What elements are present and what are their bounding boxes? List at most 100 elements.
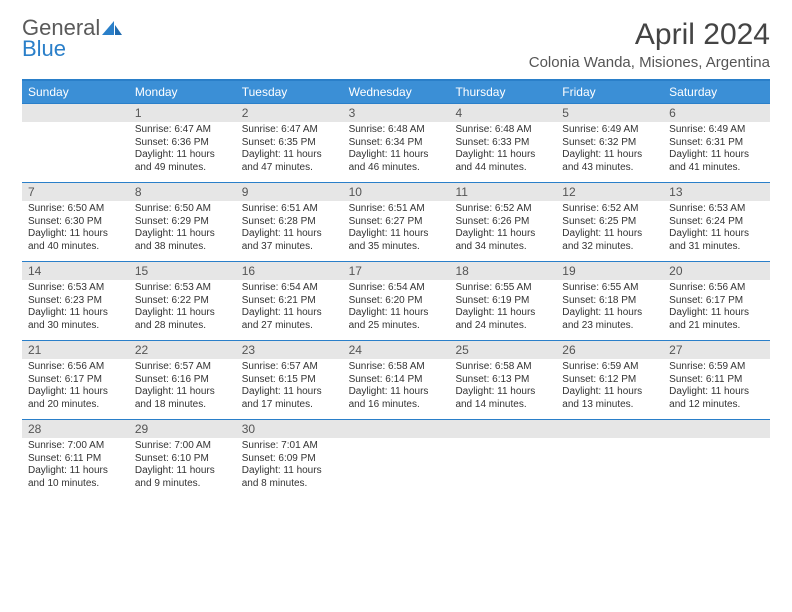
week-row: 28Sunrise: 7:00 AMSunset: 6:11 PMDayligh… xyxy=(22,419,770,498)
logo-text: General Blue xyxy=(22,18,122,60)
sunset-text: Sunset: 6:22 PM xyxy=(135,295,230,308)
day-body: Sunrise: 6:53 AMSunset: 6:22 PMDaylight:… xyxy=(129,280,236,336)
day-body: Sunrise: 6:48 AMSunset: 6:34 PMDaylight:… xyxy=(343,122,450,178)
day-cell: 8Sunrise: 6:50 AMSunset: 6:29 PMDaylight… xyxy=(129,183,236,261)
sunrise-text: Sunrise: 6:48 AM xyxy=(349,124,444,137)
day-cell: 28Sunrise: 7:00 AMSunset: 6:11 PMDayligh… xyxy=(22,420,129,498)
day-cell: 13Sunrise: 6:53 AMSunset: 6:24 PMDayligh… xyxy=(663,183,770,261)
daylight-text: Daylight: 11 hours and 38 minutes. xyxy=(135,228,230,253)
day-cell: 2Sunrise: 6:47 AMSunset: 6:35 PMDaylight… xyxy=(236,104,343,182)
day-body: Sunrise: 7:00 AMSunset: 6:11 PMDaylight:… xyxy=(22,438,129,494)
day-number: 21 xyxy=(22,341,129,359)
daylight-text: Daylight: 11 hours and 40 minutes. xyxy=(28,228,123,253)
sunset-text: Sunset: 6:27 PM xyxy=(349,216,444,229)
day-cell: 22Sunrise: 6:57 AMSunset: 6:16 PMDayligh… xyxy=(129,341,236,419)
sunrise-text: Sunrise: 6:53 AM xyxy=(669,203,764,216)
day-cell: 12Sunrise: 6:52 AMSunset: 6:25 PMDayligh… xyxy=(556,183,663,261)
sunset-text: Sunset: 6:28 PM xyxy=(242,216,337,229)
sunset-text: Sunset: 6:09 PM xyxy=(242,453,337,466)
daylight-text: Daylight: 11 hours and 27 minutes. xyxy=(242,307,337,332)
day-cell: 18Sunrise: 6:55 AMSunset: 6:19 PMDayligh… xyxy=(449,262,556,340)
weekday-sat: Saturday xyxy=(663,81,770,103)
sunset-text: Sunset: 6:17 PM xyxy=(28,374,123,387)
day-body: Sunrise: 6:47 AMSunset: 6:35 PMDaylight:… xyxy=(236,122,343,178)
daylight-text: Daylight: 11 hours and 9 minutes. xyxy=(135,465,230,490)
day-body: Sunrise: 6:49 AMSunset: 6:31 PMDaylight:… xyxy=(663,122,770,178)
day-number: 17 xyxy=(343,262,450,280)
day-cell: 11Sunrise: 6:52 AMSunset: 6:26 PMDayligh… xyxy=(449,183,556,261)
day-cell xyxy=(22,104,129,182)
weekday-fri: Friday xyxy=(556,81,663,103)
sunset-text: Sunset: 6:33 PM xyxy=(455,137,550,150)
daylight-text: Daylight: 11 hours and 16 minutes. xyxy=(349,386,444,411)
sunset-text: Sunset: 6:16 PM xyxy=(135,374,230,387)
day-number: 25 xyxy=(449,341,556,359)
sunset-text: Sunset: 6:17 PM xyxy=(669,295,764,308)
weekday-tue: Tuesday xyxy=(236,81,343,103)
sunrise-text: Sunrise: 6:55 AM xyxy=(562,282,657,295)
sunset-text: Sunset: 6:26 PM xyxy=(455,216,550,229)
sunrise-text: Sunrise: 7:00 AM xyxy=(28,440,123,453)
sunrise-text: Sunrise: 6:52 AM xyxy=(455,203,550,216)
day-cell: 17Sunrise: 6:54 AMSunset: 6:20 PMDayligh… xyxy=(343,262,450,340)
sunrise-text: Sunrise: 7:01 AM xyxy=(242,440,337,453)
calendar-table: Sunday Monday Tuesday Wednesday Thursday… xyxy=(22,79,770,498)
day-cell: 19Sunrise: 6:55 AMSunset: 6:18 PMDayligh… xyxy=(556,262,663,340)
day-body: Sunrise: 6:53 AMSunset: 6:24 PMDaylight:… xyxy=(663,201,770,257)
daylight-text: Daylight: 11 hours and 43 minutes. xyxy=(562,149,657,174)
day-number: 6 xyxy=(663,104,770,122)
sunrise-text: Sunrise: 6:59 AM xyxy=(669,361,764,374)
day-cell xyxy=(343,420,450,498)
day-cell: 29Sunrise: 7:00 AMSunset: 6:10 PMDayligh… xyxy=(129,420,236,498)
day-number: 23 xyxy=(236,341,343,359)
sunset-text: Sunset: 6:18 PM xyxy=(562,295,657,308)
day-number: 24 xyxy=(343,341,450,359)
day-cell: 5Sunrise: 6:49 AMSunset: 6:32 PMDaylight… xyxy=(556,104,663,182)
day-cell: 6Sunrise: 6:49 AMSunset: 6:31 PMDaylight… xyxy=(663,104,770,182)
day-cell: 24Sunrise: 6:58 AMSunset: 6:14 PMDayligh… xyxy=(343,341,450,419)
day-number xyxy=(22,104,129,122)
sunrise-text: Sunrise: 6:57 AM xyxy=(135,361,230,374)
calendar-page: General Blue April 2024 Colonia Wanda, M… xyxy=(0,0,792,516)
day-cell: 26Sunrise: 6:59 AMSunset: 6:12 PMDayligh… xyxy=(556,341,663,419)
day-body: Sunrise: 6:57 AMSunset: 6:15 PMDaylight:… xyxy=(236,359,343,415)
day-body: Sunrise: 6:53 AMSunset: 6:23 PMDaylight:… xyxy=(22,280,129,336)
day-body: Sunrise: 6:55 AMSunset: 6:19 PMDaylight:… xyxy=(449,280,556,336)
sunset-text: Sunset: 6:36 PM xyxy=(135,137,230,150)
day-number: 28 xyxy=(22,420,129,438)
sunrise-text: Sunrise: 6:57 AM xyxy=(242,361,337,374)
day-number: 16 xyxy=(236,262,343,280)
day-body: Sunrise: 7:01 AMSunset: 6:09 PMDaylight:… xyxy=(236,438,343,494)
day-number: 19 xyxy=(556,262,663,280)
daylight-text: Daylight: 11 hours and 37 minutes. xyxy=(242,228,337,253)
sunset-text: Sunset: 6:13 PM xyxy=(455,374,550,387)
sunset-text: Sunset: 6:23 PM xyxy=(28,295,123,308)
day-cell: 9Sunrise: 6:51 AMSunset: 6:28 PMDaylight… xyxy=(236,183,343,261)
day-body: Sunrise: 6:51 AMSunset: 6:28 PMDaylight:… xyxy=(236,201,343,257)
daylight-text: Daylight: 11 hours and 13 minutes. xyxy=(562,386,657,411)
sunrise-text: Sunrise: 6:54 AM xyxy=(349,282,444,295)
day-number xyxy=(663,420,770,438)
day-number: 18 xyxy=(449,262,556,280)
sunrise-text: Sunrise: 6:50 AM xyxy=(28,203,123,216)
day-body: Sunrise: 6:50 AMSunset: 6:29 PMDaylight:… xyxy=(129,201,236,257)
day-cell: 25 Sunrise: 6:58 AMSunset: 6:13 PMDayligh… xyxy=(449,341,556,419)
day-cell xyxy=(556,420,663,498)
day-number: 4 xyxy=(449,104,556,122)
day-body: Sunrise: 6:54 AMSunset: 6:21 PMDaylight:… xyxy=(236,280,343,336)
day-number xyxy=(449,420,556,438)
sunrise-text: Sunrise: 6:51 AM xyxy=(242,203,337,216)
sunrise-text: Sunrise: 6:58 AM xyxy=(455,361,550,374)
day-number: 29 xyxy=(129,420,236,438)
sunset-text: Sunset: 6:30 PM xyxy=(28,216,123,229)
day-body: Sunrise: 6:52 AMSunset: 6:25 PMDaylight:… xyxy=(556,201,663,257)
location-text: Colonia Wanda, Misiones, Argentina xyxy=(529,54,770,71)
month-title: April 2024 xyxy=(529,18,770,52)
daylight-text: Daylight: 11 hours and 14 minutes. xyxy=(455,386,550,411)
sunrise-text: Sunrise: 7:00 AM xyxy=(135,440,230,453)
weekday-mon: Monday xyxy=(129,81,236,103)
day-number: 13 xyxy=(663,183,770,201)
day-cell: 30Sunrise: 7:01 AMSunset: 6:09 PMDayligh… xyxy=(236,420,343,498)
daylight-text: Daylight: 11 hours and 44 minutes. xyxy=(455,149,550,174)
sunset-text: Sunset: 6:29 PM xyxy=(135,216,230,229)
